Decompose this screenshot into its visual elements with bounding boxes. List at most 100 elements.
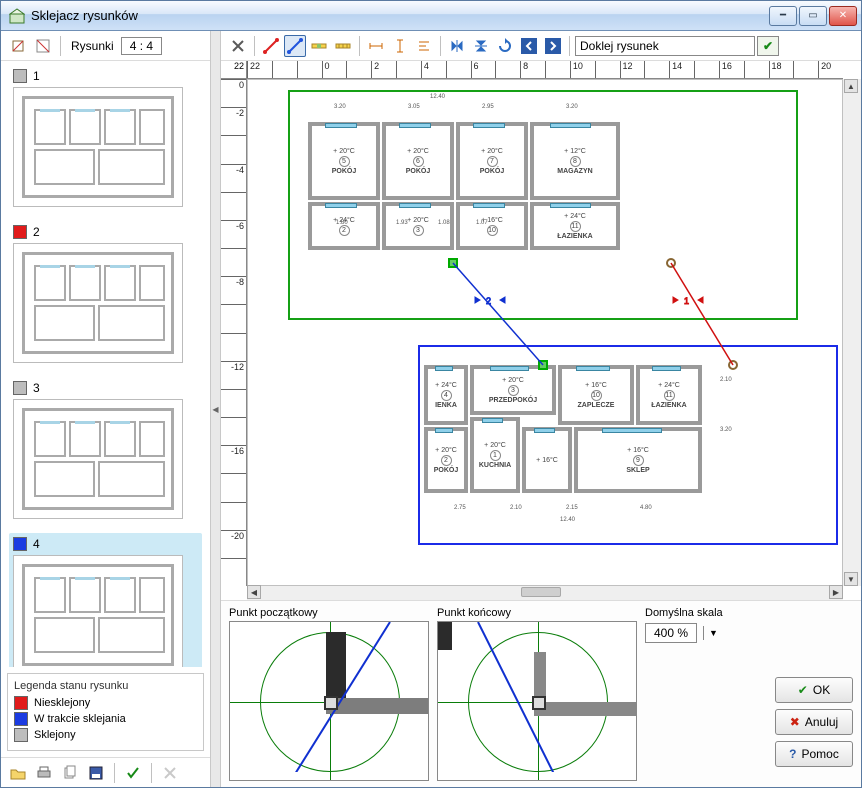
thumb-preview bbox=[13, 243, 183, 363]
thumbnail-item[interactable]: 2 bbox=[9, 221, 202, 367]
end-point-label: Punkt końcowy bbox=[437, 607, 637, 619]
help-button[interactable]: ?Pomoc bbox=[775, 741, 853, 767]
mirror-v-icon[interactable] bbox=[470, 35, 492, 57]
dim-h-icon[interactable] bbox=[365, 35, 387, 57]
room: + 16°C10ZAPLECZE bbox=[558, 365, 634, 425]
scrollbar-horizontal[interactable]: ◀ ▶ bbox=[247, 586, 843, 600]
scale-label: Domyślna skala bbox=[645, 607, 723, 619]
end-point-zoom[interactable] bbox=[437, 621, 637, 781]
scroll-up-icon[interactable]: ▲ bbox=[844, 79, 858, 93]
tool-a-icon[interactable] bbox=[7, 35, 29, 57]
thumbnail-item[interactable]: 3 bbox=[9, 377, 202, 523]
thumbnail-item[interactable]: 1 bbox=[9, 65, 202, 211]
room: + 20°C2POKÓJ bbox=[424, 427, 468, 493]
room: + 24°C2 bbox=[308, 202, 380, 250]
left-panel: Rysunki 4 : 4 1 2 3 4 Legenda stanu rysu… bbox=[1, 31, 211, 787]
tool-b-icon[interactable] bbox=[32, 35, 54, 57]
thumbnail-list[interactable]: 1 2 3 4 bbox=[1, 61, 210, 667]
dimension-label: 2.75 bbox=[454, 505, 466, 511]
app-icon bbox=[9, 8, 25, 24]
dimension-label: 2.10 bbox=[510, 505, 522, 511]
thumbnail-item[interactable]: 4 bbox=[9, 533, 202, 667]
delete-icon[interactable] bbox=[159, 762, 181, 784]
room: + 20°C3PRZEDPOKÓJ bbox=[470, 365, 556, 415]
align-icon[interactable] bbox=[413, 35, 435, 57]
titlebar: Sklejacz rysunków ━ ▭ ✕ bbox=[1, 1, 861, 31]
save-icon[interactable] bbox=[85, 762, 107, 784]
start-point-zoom[interactable] bbox=[229, 621, 429, 781]
cancel-button[interactable]: ✖Anuluj bbox=[775, 709, 853, 735]
command-confirm-icon[interactable]: ✔ bbox=[757, 36, 779, 56]
floor-plan-bottom[interactable]: + 24°C4IENKA+ 20°C3PRZEDPOKÓJ+ 16°C10ZAP… bbox=[418, 345, 838, 545]
ruler-icon[interactable] bbox=[332, 35, 354, 57]
left-toolbar: Rysunki 4 : 4 bbox=[1, 31, 210, 61]
legend: Legenda stanu rysunku NiesklejonyW trakc… bbox=[7, 673, 204, 751]
apply-icon[interactable] bbox=[122, 762, 144, 784]
command-input[interactable] bbox=[575, 36, 755, 56]
scroll-left-icon[interactable]: ◀ bbox=[247, 585, 261, 599]
copy-icon[interactable] bbox=[59, 762, 81, 784]
room: + 20°C6POKÓJ bbox=[382, 122, 454, 200]
dimension-label: 1.08 bbox=[438, 220, 450, 226]
close-button[interactable]: ✕ bbox=[829, 6, 857, 26]
anchor-end-top[interactable] bbox=[666, 258, 676, 268]
room: + 12°C8MAGAZYN bbox=[530, 122, 620, 200]
thumb-number: 2 bbox=[33, 225, 40, 239]
dimension-label: 3.20 bbox=[334, 104, 346, 110]
room: + 20°C1KUCHNIA bbox=[470, 417, 520, 493]
dimension-label: 1.07 bbox=[476, 220, 488, 226]
dimension-label: 3.05 bbox=[408, 104, 420, 110]
thumb-preview bbox=[13, 555, 183, 667]
scroll-down-icon[interactable]: ▼ bbox=[844, 572, 858, 586]
ok-button[interactable]: ✔OK bbox=[775, 677, 853, 703]
cancel-icon[interactable] bbox=[227, 35, 249, 57]
scroll-right-icon[interactable]: ▶ bbox=[829, 585, 843, 599]
canvas-area: 2202468101214161820 0-2-4-6-8-12-16-20 +… bbox=[221, 61, 861, 600]
anchor-end-bot[interactable] bbox=[728, 360, 738, 370]
window-title: Sklejacz rysunków bbox=[31, 8, 769, 23]
thumb-preview bbox=[13, 87, 183, 207]
main-toolbar: ✔ bbox=[221, 31, 861, 61]
room: + 24°C4IENKA bbox=[424, 365, 468, 425]
cancel-label: Anuluj bbox=[805, 715, 838, 729]
scroll-h-thumb[interactable] bbox=[521, 587, 561, 597]
level-icon[interactable] bbox=[308, 35, 330, 57]
maximize-button[interactable]: ▭ bbox=[799, 6, 827, 26]
dialog-buttons: ✔OK ✖Anuluj ?Pomoc bbox=[775, 607, 853, 767]
collapse-handle[interactable]: ◀ bbox=[211, 31, 221, 787]
legend-swatch bbox=[14, 712, 28, 726]
legend-label: Sklejony bbox=[34, 729, 76, 741]
floor-plan-top[interactable]: + 20°C5POKÓJ+ 20°C6POKÓJ+ 20°C7POKÓJ+ 12… bbox=[288, 90, 798, 320]
detail-end: Punkt końcowy bbox=[437, 607, 637, 781]
drawing-canvas[interactable]: + 20°C5POKÓJ+ 20°C6POKÓJ+ 20°C7POKÓJ+ 12… bbox=[247, 79, 843, 586]
minimize-button[interactable]: ━ bbox=[769, 6, 797, 26]
window-buttons: ━ ▭ ✕ bbox=[769, 6, 857, 26]
thumbs-label: Rysunki bbox=[71, 39, 114, 53]
room: + 24°C11ŁAZIENKA bbox=[530, 202, 620, 250]
legend-item: Niesklejony bbox=[14, 696, 197, 710]
anchor-start-bot[interactable] bbox=[538, 360, 548, 370]
legend-item: W trakcie sklejania bbox=[14, 712, 197, 726]
start-point-label: Punkt początkowy bbox=[229, 607, 429, 619]
nav-left-icon[interactable] bbox=[518, 35, 540, 57]
scale-value: 400 % bbox=[645, 623, 697, 643]
anchor-start-top[interactable] bbox=[448, 258, 458, 268]
window-body: Rysunki 4 : 4 1 2 3 4 Legenda stanu rysu… bbox=[1, 31, 861, 787]
scrollbar-vertical[interactable]: ▲ ▼ bbox=[843, 79, 861, 586]
dimension-label: 12.40 bbox=[430, 94, 445, 100]
ok-label: OK bbox=[813, 683, 830, 697]
help-label: Pomoc bbox=[801, 747, 838, 761]
thumb-number: 1 bbox=[33, 69, 40, 83]
nav-right-icon[interactable] bbox=[542, 35, 564, 57]
scale-select[interactable]: 400 % ▼ bbox=[645, 623, 723, 643]
line-blue-icon[interactable] bbox=[284, 35, 306, 57]
mirror-h-icon[interactable] bbox=[446, 35, 468, 57]
line-red-icon[interactable] bbox=[260, 35, 282, 57]
dim-v-icon[interactable] bbox=[389, 35, 411, 57]
dimension-label: 2.95 bbox=[482, 104, 494, 110]
rotate-icon[interactable] bbox=[494, 35, 516, 57]
chevron-down-icon[interactable]: ▼ bbox=[703, 626, 723, 640]
room: + 20°C7POKÓJ bbox=[456, 122, 528, 200]
open-icon[interactable] bbox=[7, 762, 29, 784]
print-icon[interactable] bbox=[33, 762, 55, 784]
